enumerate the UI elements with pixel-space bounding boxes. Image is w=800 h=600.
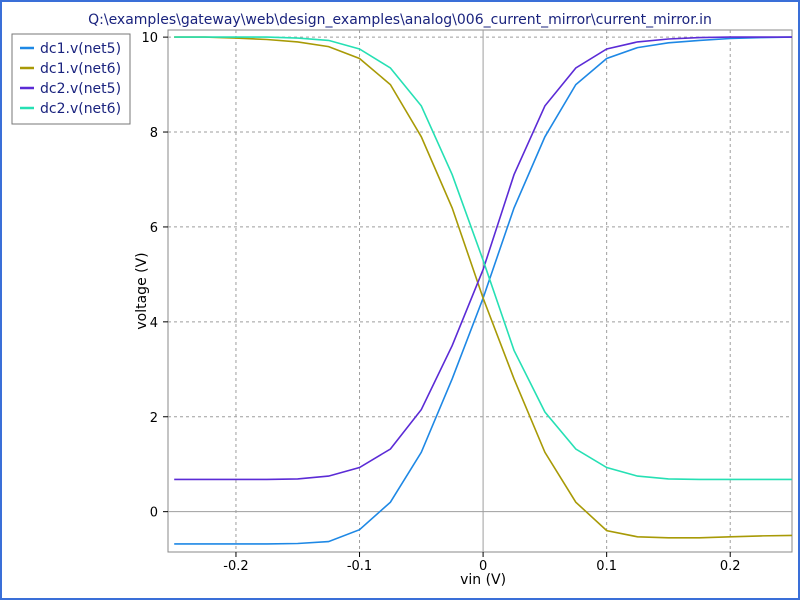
y-tick-label-1: 2 (150, 411, 158, 426)
plot-area (167, 29, 793, 553)
legend-label-2: dc2.v(net5) (40, 81, 121, 97)
y-axis-title: voltage (V) (134, 252, 150, 329)
y-tick-label-4: 8 (150, 126, 158, 141)
chart-title: Q:\examples\gateway\web\design_examples\… (88, 12, 712, 28)
plot-border (167, 29, 793, 553)
y-tick-label-5: 10 (141, 31, 158, 46)
x-tick-label-3: 0.1 (596, 559, 617, 574)
series-line-3 (174, 36, 792, 481)
legend-label-3: dc2.v(net6) (40, 101, 121, 117)
tick-labels: -0.2 -0.1 0 0.1 0.2 0 2 4 6 8 10 (141, 31, 740, 574)
x-tick-label-0: -0.2 (223, 559, 248, 574)
axes (168, 30, 792, 552)
legend-label-0: dc1.v(net5) (40, 41, 121, 57)
series-line-2 (174, 36, 792, 481)
y-tick-label-3: 6 (150, 221, 158, 236)
series-line-1 (174, 36, 793, 539)
x-axis-title: vin (V) (460, 572, 506, 588)
y-tick-label-2: 4 (150, 316, 158, 331)
x-tick-label-4: 0.2 (720, 559, 741, 574)
x-tick-label-2: 0 (479, 559, 487, 574)
legend: dc1.v(net5) dc1.v(net6) dc2.v(net5) dc2.v(n… (11, 33, 131, 125)
x-tick-label-1: -0.1 (347, 559, 372, 574)
y-tick-label-0: 0 (150, 506, 158, 521)
legend-label-1: dc1.v(net6) (40, 61, 121, 77)
series-group (174, 36, 793, 545)
